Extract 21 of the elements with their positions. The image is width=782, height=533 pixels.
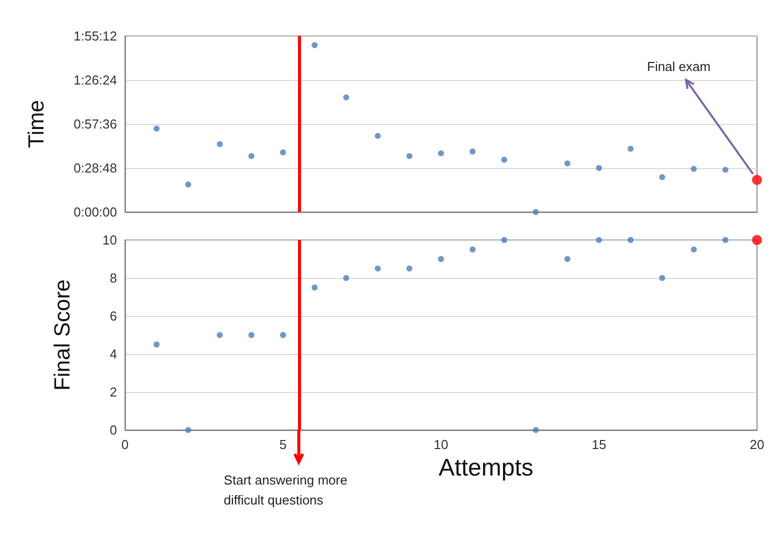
y-tick-label: 0:00:00 [74, 204, 117, 220]
y-axis-title: Final Score [50, 279, 74, 391]
y-tick-label: 1:55:12 [74, 28, 117, 44]
x-tick-label: 20 [750, 437, 764, 452]
x-tick-label: 5 [279, 437, 287, 452]
y-tick-label: 6 [110, 308, 117, 324]
y-tick-label: 1:26:24 [74, 72, 117, 88]
y-axis-title: Time [24, 100, 48, 148]
y-tick-label: 2 [110, 384, 117, 400]
y-tick-label: 0:57:36 [74, 116, 117, 132]
y-tick-label: 0 [110, 422, 117, 438]
x-tick-label: 15 [592, 437, 606, 452]
annotation: Final exam [647, 58, 711, 74]
y-tick-label: 8 [110, 270, 117, 286]
y-tick-label: 10 [102, 232, 117, 248]
x-axis-title: Attempts [438, 454, 534, 482]
legend-label: Start answering more difficult questions [224, 472, 351, 508]
x-tick-label: 0 [121, 437, 129, 452]
x-tick-label: 10 [434, 437, 448, 452]
y-tick-label: 0:28:48 [74, 160, 117, 176]
y-tick-label: 4 [110, 346, 117, 362]
